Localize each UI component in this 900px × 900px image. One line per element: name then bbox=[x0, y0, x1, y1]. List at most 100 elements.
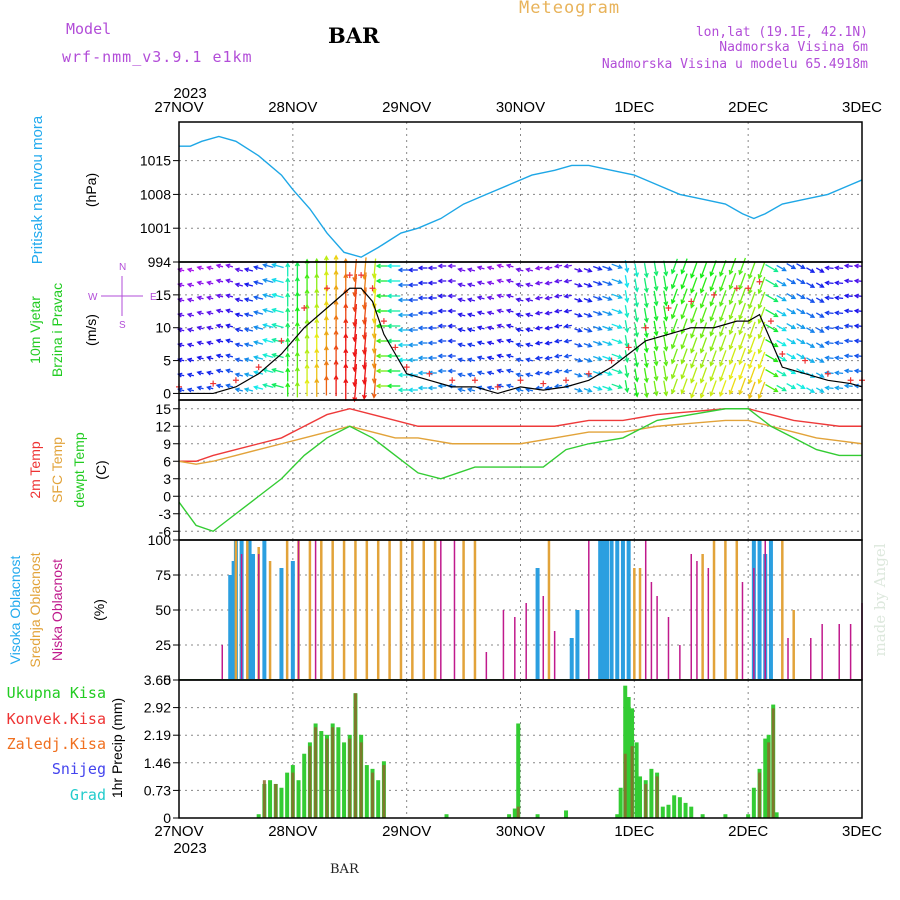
wind-arrowhead bbox=[597, 266, 603, 271]
wind-arrowhead bbox=[397, 267, 403, 273]
wind-arrowhead bbox=[617, 279, 623, 285]
total-precip-bar bbox=[296, 780, 301, 818]
wind-arrow bbox=[758, 306, 766, 324]
wind-arrowhead bbox=[476, 325, 483, 331]
wind-arrow bbox=[373, 363, 377, 383]
wind-arrowhead bbox=[819, 268, 825, 273]
wind-arrow bbox=[634, 323, 638, 337]
wind-arrow bbox=[653, 380, 658, 396]
wind-arrowhead bbox=[747, 289, 753, 295]
wind-arrowhead bbox=[699, 273, 705, 279]
wind-arrowhead bbox=[719, 316, 724, 322]
wind-arrowhead bbox=[534, 370, 541, 376]
wind-arrowhead bbox=[486, 355, 492, 361]
wind-arrowhead bbox=[186, 342, 193, 348]
mid-cloud-bar bbox=[638, 568, 642, 680]
wind-arrowhead bbox=[457, 387, 463, 393]
y-tick-label: 3.65 bbox=[144, 672, 171, 688]
wind-arrow bbox=[373, 303, 377, 323]
x-tick-label-bottom: 27NOV bbox=[154, 823, 203, 840]
wind-side-label-2: Brzina i Pravac bbox=[49, 283, 65, 377]
x-tick-label-bottom: 29NOV bbox=[382, 823, 431, 840]
wind-arrowhead bbox=[553, 278, 560, 284]
wind-arrowhead bbox=[397, 387, 403, 393]
wind-arrowhead bbox=[690, 393, 695, 399]
wind-arrowhead bbox=[253, 385, 259, 391]
wind-arrowhead bbox=[843, 323, 850, 329]
wind-arrowhead bbox=[607, 371, 613, 376]
wind-arrowhead bbox=[486, 340, 492, 346]
wind-arrow bbox=[643, 382, 648, 398]
wind-arrowhead bbox=[643, 377, 649, 384]
wind-gust-marker bbox=[585, 370, 592, 377]
wind-arrow bbox=[663, 260, 667, 276]
wind-arrow bbox=[671, 333, 678, 349]
low-cloud-bar bbox=[240, 554, 243, 680]
wind-arrow bbox=[643, 367, 648, 383]
wind-arrowhead bbox=[525, 357, 531, 363]
wind-arrow bbox=[244, 283, 254, 287]
low-cloud-bar bbox=[787, 638, 789, 680]
wind-arrowhead bbox=[670, 359, 676, 365]
wind-arrowhead bbox=[617, 384, 623, 390]
wind-arrowhead bbox=[653, 316, 659, 322]
wind-arrowhead bbox=[809, 328, 816, 333]
wind-arrow bbox=[758, 291, 766, 309]
low-cloud-bar bbox=[314, 540, 317, 680]
total-precip-bar bbox=[512, 808, 517, 818]
wind-arrowhead bbox=[653, 301, 659, 307]
precip-legend-label: Snijeg bbox=[52, 760, 106, 778]
wind-arrowhead bbox=[534, 280, 541, 286]
wind-arrow bbox=[373, 378, 377, 398]
wind-arrow bbox=[643, 337, 648, 353]
high-cloud-side-label: Visoka Oblacnost bbox=[7, 556, 23, 665]
total-precip-bar bbox=[763, 738, 768, 818]
wind-arrowhead bbox=[285, 352, 291, 358]
wind-arrow bbox=[796, 368, 805, 374]
wind-arrow bbox=[729, 317, 737, 335]
wind-arrowhead bbox=[437, 278, 443, 284]
convective-precip-bar bbox=[331, 727, 335, 818]
wind-arrowhead bbox=[719, 346, 724, 352]
mid-cloud-bar bbox=[473, 540, 477, 680]
wind-arrowhead bbox=[457, 267, 463, 273]
wind-arrow bbox=[719, 350, 727, 366]
wind-arrowhead bbox=[663, 361, 669, 367]
wind-arrow bbox=[244, 373, 254, 377]
total-precip-bar bbox=[342, 742, 347, 818]
wind-arrowhead bbox=[515, 282, 521, 288]
wind-arrowhead bbox=[738, 344, 743, 351]
low-cloud-bar bbox=[542, 596, 545, 680]
wind-arrowhead bbox=[417, 265, 423, 271]
wind-arrow bbox=[602, 310, 612, 316]
wind-arrow bbox=[353, 273, 358, 297]
x-tick-label-bottom: 30NOV bbox=[496, 823, 545, 840]
wind-arrowhead bbox=[534, 340, 541, 346]
wind-arrow bbox=[806, 282, 815, 288]
total-precip-bar bbox=[700, 814, 705, 818]
wind-arrowhead bbox=[680, 269, 686, 275]
wind-arrow bbox=[611, 353, 622, 359]
convective-precip-bar bbox=[771, 708, 775, 818]
wind-arrowhead bbox=[624, 312, 630, 319]
low-cloud-bar bbox=[810, 638, 812, 680]
wind-arrowhead bbox=[206, 325, 212, 331]
x-tick-label-top: 28NOV bbox=[268, 99, 317, 116]
wind-arrowhead bbox=[515, 267, 521, 273]
wind-arrow bbox=[700, 262, 708, 278]
wind-arrow bbox=[776, 294, 787, 302]
wind-arrowhead bbox=[824, 310, 830, 316]
wind-arrow bbox=[671, 258, 678, 274]
wind-arrowhead bbox=[853, 383, 859, 389]
wind-arrowhead bbox=[663, 316, 669, 322]
convective-precip-bar bbox=[630, 746, 634, 818]
wind-arrowhead bbox=[791, 324, 797, 330]
wind-arrow bbox=[815, 282, 824, 288]
wind-arrow bbox=[738, 302, 746, 320]
wind-arrowhead bbox=[271, 292, 277, 298]
wind-arrowhead bbox=[525, 267, 531, 273]
wind-arrow bbox=[263, 354, 274, 358]
wind-arrow bbox=[690, 307, 698, 323]
wind-arrowhead bbox=[617, 294, 623, 300]
wind-arrowhead bbox=[447, 338, 453, 344]
